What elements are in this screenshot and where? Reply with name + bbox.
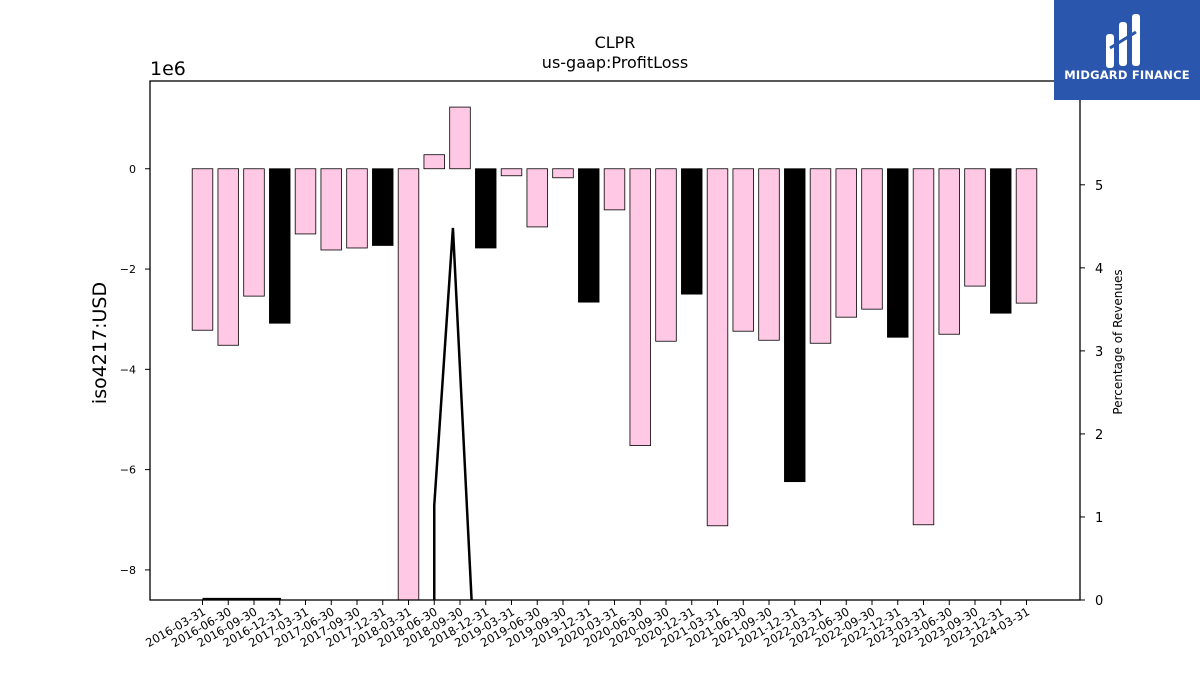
bar-2016-03-31	[191, 168, 214, 331]
y2-tick-label: 5	[1095, 179, 1103, 194]
y-tick-label: 0	[129, 163, 136, 176]
bar-2024-03-31	[1015, 168, 1038, 304]
y-tick-label: −8	[120, 564, 136, 577]
chart-title: CLPR	[595, 33, 636, 52]
bar-2016-12-31	[269, 168, 291, 324]
logo-text: MIDGARD FINANCE	[1064, 68, 1190, 82]
y-tick-label: −6	[120, 464, 136, 477]
bar-2023-06-30	[938, 168, 960, 335]
bar-2019-12-31	[578, 168, 600, 303]
bar-2023-12-31	[990, 168, 1012, 314]
bar-2017-06-30	[320, 168, 342, 251]
bar-2020-09-30	[655, 168, 677, 342]
bar-2019-06-30	[526, 168, 548, 228]
bar-2021-09-30	[758, 168, 780, 341]
brand-logo: MIDGARD FINANCE	[1054, 0, 1200, 100]
y-tick-label: −2	[120, 263, 136, 276]
bar-2022-03-31	[809, 168, 832, 344]
bar-2018-12-31	[475, 168, 497, 249]
bars-layer	[191, 106, 1038, 601]
y2-tick-label: 1	[1095, 511, 1103, 526]
bar-2017-09-30	[346, 168, 368, 249]
bar-2018-03-31	[397, 168, 420, 601]
y-axis-left: 0 −2 −4 −6 −8	[120, 163, 150, 577]
bar-2021-12-31	[784, 168, 806, 483]
bar-2023-09-30	[964, 168, 986, 287]
y2-tick-label: 0	[1095, 594, 1103, 609]
plot-frame	[149, 80, 1081, 601]
bar-2020-06-30	[629, 168, 651, 446]
midgard-logo-icon	[1106, 14, 1140, 68]
revenue-pct-line	[433, 227, 473, 601]
y-axis-label: iso4217:USD	[89, 282, 111, 404]
y2-tick-label: 2	[1095, 428, 1103, 443]
bar-2017-12-31	[372, 168, 394, 246]
y-tick-label: −4	[120, 363, 136, 376]
bar-2016-06-30	[217, 168, 239, 346]
bar-2019-09-30	[552, 168, 574, 179]
bar-2021-03-31	[706, 168, 729, 527]
bar-2022-09-30	[861, 168, 883, 310]
bar-2020-03-31	[603, 168, 626, 211]
bar-2017-03-31	[294, 168, 317, 235]
y-offset-label: 1e6	[150, 58, 186, 80]
x-axis: 2016-03-312016-06-302016-09-302016-12-31…	[143, 600, 1032, 650]
y-axis-right: 0 1 2 3 4 5	[1080, 179, 1103, 609]
y2-axis-label: Percentage of Revenues	[1111, 269, 1125, 414]
bar-2018-06-30	[423, 154, 445, 170]
line-layer	[202, 227, 473, 601]
bar-2022-06-30	[835, 168, 857, 318]
bar-2020-12-31	[681, 168, 703, 295]
bar-2021-06-30	[732, 168, 754, 332]
bar-2018-09-30	[449, 106, 471, 170]
y2-tick-label: 3	[1095, 345, 1103, 360]
bar-2022-12-31	[887, 168, 909, 338]
chart-subtitle: us-gaap:ProfitLoss	[542, 53, 688, 72]
y2-tick-label: 4	[1095, 262, 1103, 277]
bar-2023-03-31	[912, 168, 935, 526]
bar-2019-03-31	[500, 168, 523, 177]
bar-2016-09-30	[243, 168, 265, 297]
